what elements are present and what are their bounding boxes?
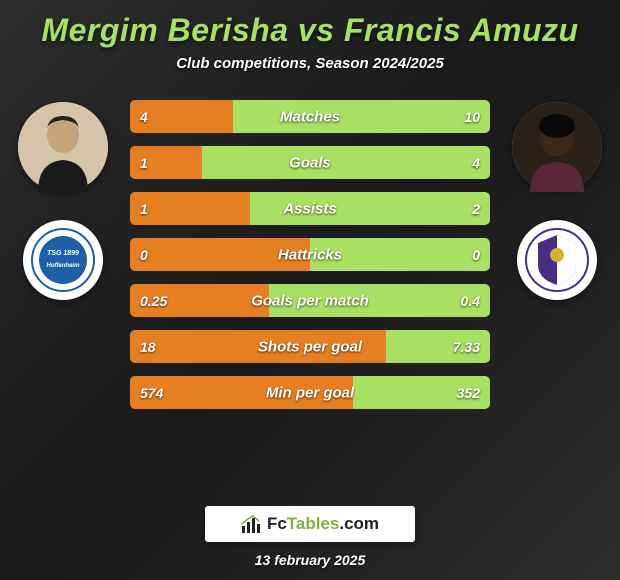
svg-text:TSG 1899: TSG 1899 [47,250,79,257]
logo-brand-b: Tables [287,514,340,533]
player-left-avatar [18,102,108,192]
person-icon [18,102,108,192]
bar-right-fill [202,146,490,179]
date-label: 13 february 2025 [255,552,366,568]
stat-value-left: 0.25 [140,293,167,309]
stat-value-right: 0.4 [461,293,480,309]
main-area: TSG 1899 Hoffenheim 4 Matches 10 1 Goals 4 1 As… [8,92,612,488]
stat-value-left: 1 [140,201,148,217]
stat-value-right: 4 [472,155,480,171]
chart-icon [241,514,261,534]
left-column: TSG 1899 Hoffenheim [8,92,118,300]
player-left-crest: TSG 1899 Hoffenheim [23,220,103,300]
stat-row: 0 Hattricks 0 [130,238,490,271]
logo-brand-a: Fc [267,514,287,533]
svg-text:Hoffenheim: Hoffenheim [47,263,81,269]
stat-row: 1 Goals 4 [130,146,490,179]
subtitle: Club competitions, Season 2024/2025 [176,55,444,72]
right-column [502,92,612,300]
footer: FcTables.com 13 february 2025 [205,506,415,568]
stat-value-left: 18 [140,339,156,355]
stat-value-right: 7.33 [453,339,480,355]
stat-label: Shots per goal [258,338,362,355]
stat-value-left: 0 [140,247,148,263]
stat-row: 4 Matches 10 [130,100,490,133]
stat-value-right: 352 [457,385,480,401]
stat-label: Goals per match [251,292,369,309]
stat-label: Goals [289,154,331,171]
logo-brand-c: .com [339,514,379,533]
stat-label: Assists [283,200,336,217]
stat-value-right: 10 [464,109,480,125]
stat-label: Hattricks [278,246,342,263]
player-right-avatar [512,102,602,192]
comparison-card: Mergim Berisha vs Francis Amuzu Club com… [0,0,620,580]
person-icon [512,102,602,192]
stat-row: 0.25 Goals per match 0.4 [130,284,490,317]
shield-icon [524,227,590,293]
stat-row: 1 Assists 2 [130,192,490,225]
logo-box[interactable]: FcTables.com [205,506,415,542]
logo-text: FcTables.com [267,514,379,534]
stat-value-right: 2 [472,201,480,217]
stat-row: 18 Shots per goal 7.33 [130,330,490,363]
stats-bars: 4 Matches 10 1 Goals 4 1 Assists 2 0 Hattricks 0 0.2… [118,92,502,409]
stat-value-left: 1 [140,155,148,171]
bar-right-fill [233,100,490,133]
stat-label: Min per goal [266,384,354,401]
player-right-crest [517,220,597,300]
shield-icon: TSG 1899 Hoffenheim [30,227,96,293]
page-title: Mergim Berisha vs Francis Amuzu [41,12,578,49]
stat-value-right: 0 [472,247,480,263]
stat-value-left: 4 [140,109,148,125]
stat-label: Matches [280,108,340,125]
stat-value-left: 574 [140,385,163,401]
stat-row: 574 Min per goal 352 [130,376,490,409]
